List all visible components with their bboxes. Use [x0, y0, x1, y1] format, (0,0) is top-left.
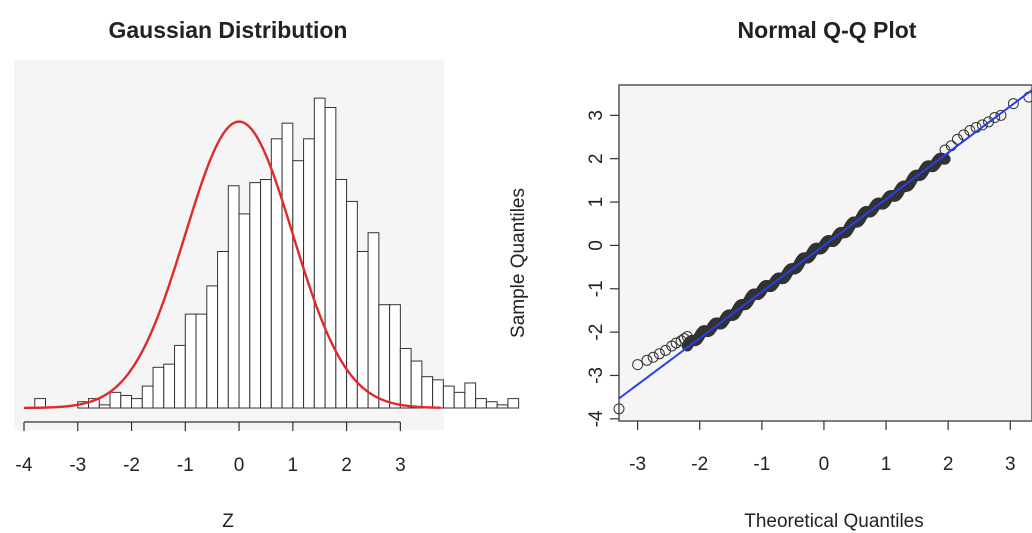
histogram-bar — [453, 391, 466, 409]
qq-x-tick-label: -1 — [753, 454, 770, 475]
qq-point — [995, 109, 1007, 121]
qq-point — [681, 330, 693, 342]
qq-x-axis-label: Theoretical Quantiles — [744, 511, 924, 532]
histogram-bar — [464, 382, 477, 409]
qq-point — [660, 344, 672, 356]
histogram-bar — [120, 394, 133, 409]
qq-x-tick-label: 2 — [943, 454, 954, 475]
histogram-x-tick-label: 2 — [341, 455, 352, 476]
histogram-bar — [432, 379, 444, 409]
qq-x-tick-label: -3 — [629, 454, 646, 475]
qq-title: Normal Q-Q Plot — [738, 17, 917, 43]
histogram-bar — [313, 97, 326, 409]
qq-point — [647, 351, 659, 363]
qq-point — [983, 116, 995, 128]
histogram-bar — [195, 313, 208, 409]
histogram-bar — [399, 348, 412, 409]
histogram-bar — [174, 344, 186, 409]
histogram-bar — [442, 385, 455, 409]
histogram-bar — [335, 179, 348, 409]
histogram-bar — [206, 285, 219, 409]
histogram-bar — [184, 313, 197, 409]
qq-y-tick-label: 2 — [586, 153, 607, 164]
histogram-bar — [292, 160, 305, 409]
qq-point — [678, 333, 690, 345]
qq-point — [951, 133, 963, 145]
histogram-x-tick-label: -1 — [177, 455, 194, 476]
histogram-x-tick-label: -4 — [16, 455, 33, 476]
histogram-x-tick-label: 3 — [395, 455, 406, 476]
histogram-x-tick-label: -3 — [69, 455, 86, 476]
qq-y-axis-label: Sample Quantiles — [508, 188, 529, 338]
histogram-x-axis-label: Z — [222, 511, 234, 532]
histogram-bar — [507, 398, 520, 409]
qq-x-tick-label: -2 — [691, 454, 708, 475]
histogram-x-tick-label: 0 — [234, 455, 245, 476]
histogram-bar — [410, 360, 423, 409]
qq-point — [613, 403, 625, 415]
histogram-bar — [281, 122, 294, 409]
histogram-bar — [378, 304, 391, 409]
qq-y-tick-label: -1 — [586, 280, 607, 297]
histogram-x-tick-label: 1 — [288, 455, 299, 476]
histogram-x-axis: -4 -3 -2 -1 0 1 2 3 — [16, 421, 406, 476]
histogram-bars — [34, 97, 520, 409]
qq-point — [653, 348, 665, 360]
qq-x-axis: -3 -2 -1 0 1 2 3 — [629, 421, 1016, 475]
histogram-bar — [163, 363, 176, 409]
qq-point — [632, 359, 644, 371]
histogram-bar — [152, 366, 165, 409]
histogram-bar — [367, 232, 380, 409]
histogram-bar — [389, 304, 401, 409]
qq-y-tick-label: 1 — [586, 197, 607, 208]
qq-point — [976, 119, 988, 131]
histogram-bar — [141, 385, 154, 409]
qq-y-tick-label: 0 — [586, 240, 607, 251]
qq-panel: Normal Q-Q Plot Theoretical Quantiles Sa… — [508, 17, 1032, 532]
qq-y-tick-label: -2 — [586, 324, 607, 341]
histogram-bar — [98, 404, 111, 409]
qq-points — [613, 91, 1032, 415]
qq-y-tick-label: -3 — [586, 367, 607, 384]
qq-point — [989, 112, 1001, 124]
histogram-bar — [324, 107, 337, 409]
histogram-title: Gaussian Distribution — [109, 17, 348, 43]
qq-x-tick-label: 1 — [881, 454, 892, 475]
histogram-bar — [109, 391, 122, 409]
qq-point — [641, 354, 653, 366]
histogram-bar — [485, 401, 498, 409]
qq-point — [675, 335, 687, 347]
qq-x-tick-label: 3 — [1005, 454, 1016, 475]
histogram-bar — [270, 138, 283, 409]
qq-x-tick-label: 0 — [819, 454, 830, 475]
normal-density-curve — [23, 120, 441, 410]
qq-y-axis: -4 -3 -2 -1 0 1 2 3 — [586, 110, 619, 427]
histogram-bar — [475, 398, 487, 409]
qq-y-tick-label: -4 — [586, 410, 607, 427]
histogram-bar — [217, 251, 229, 409]
histogram-bar — [131, 398, 143, 409]
qq-y-tick-label: 3 — [586, 110, 607, 121]
histogram-x-tick-label: -2 — [123, 455, 140, 476]
histogram-bar — [227, 185, 240, 409]
histogram-bar — [496, 404, 509, 409]
qq-reference-line — [618, 89, 1032, 400]
histogram-bar — [249, 182, 262, 409]
histogram-panel: Gaussian Distribution Z -4 -3 -2 -1 0 1 2 3 — [14, 17, 520, 532]
histogram-bar — [238, 213, 251, 409]
qq-point — [1007, 98, 1019, 110]
histogram-bar — [260, 179, 272, 409]
histogram-bar — [421, 376, 434, 409]
